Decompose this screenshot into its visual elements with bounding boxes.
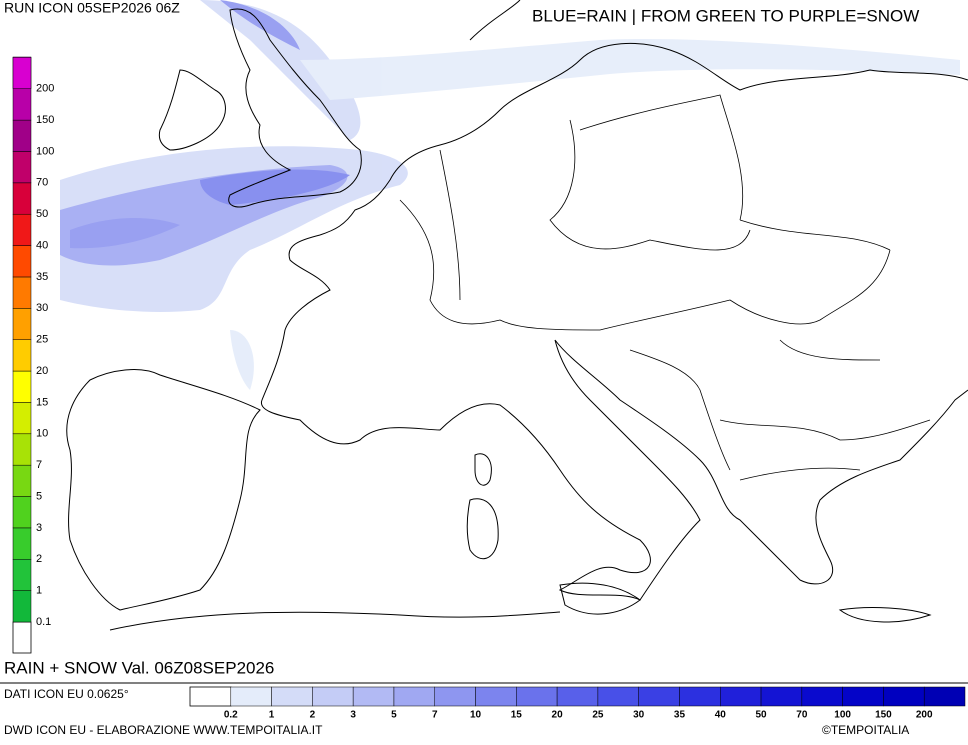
colorbar-box	[12, 339, 32, 372]
colorbar-label: 35	[36, 271, 48, 283]
colorbar-box	[12, 119, 32, 152]
colorbar-label: 150	[875, 710, 892, 721]
colorbar-box	[12, 527, 32, 560]
colorbar-label: 15	[36, 396, 48, 408]
colorbar-label: 50	[755, 710, 767, 721]
colorbar-label: 7	[432, 710, 438, 721]
colorbar-label: 10	[470, 710, 482, 721]
colorbar-label: 200	[916, 710, 933, 721]
colorbar-box	[720, 686, 762, 707]
colorbar-box	[475, 686, 517, 707]
colorbar-box	[923, 686, 966, 707]
colorbar-label: 30	[36, 302, 48, 314]
colorbar-label: 5	[36, 490, 42, 502]
colorbar-box	[556, 686, 599, 707]
colorbar-label: 150	[36, 114, 54, 126]
colorbar-label: 40	[36, 239, 48, 251]
colorbar-box	[679, 686, 721, 707]
colorbar-label: 0.2	[224, 710, 238, 721]
colorbar-box	[801, 686, 843, 707]
colorbar-label: 40	[715, 710, 727, 721]
colorbar-label: 15	[511, 710, 523, 721]
colorbar-box	[12, 308, 32, 340]
colorbar-label: 200	[36, 83, 54, 95]
colorbar-box	[352, 686, 395, 707]
credit-label: DWD ICON EU - ELABORAZIONE WWW.TEMPOITAL…	[4, 723, 323, 737]
coastlines	[66, 0, 968, 631]
map	[0, 0, 968, 683]
colorbar-label: 100	[834, 710, 851, 721]
colorbar-box	[12, 57, 32, 89]
colorbar-box	[12, 88, 32, 121]
colorbar-box	[12, 151, 32, 184]
colorbar-label: 0.1	[36, 616, 51, 628]
validity-label: RAIN + SNOW Val. 06Z08SEP2026	[4, 658, 274, 677]
colorbar-label: 70	[796, 710, 808, 721]
colorbar-box	[12, 370, 32, 403]
colorbar-label: 30	[633, 710, 645, 721]
colorbar-box	[12, 182, 32, 215]
copyright-label: ©TEMPOITALIA	[822, 723, 909, 737]
colorbar-box	[189, 686, 232, 707]
colorbar-box	[12, 433, 32, 466]
map-background	[0, 0, 968, 683]
precipitation	[60, 0, 960, 390]
colorbar-box	[516, 686, 558, 707]
colorbar-label: 70	[36, 177, 48, 189]
colorbar-box	[230, 686, 272, 707]
colorbar-label: 35	[674, 710, 686, 721]
colorbar-box	[434, 686, 476, 707]
borders	[399, 94, 931, 481]
colorbar-label: 1	[36, 585, 42, 597]
run-label: RUN ICON 05SEP2026 06Z	[4, 0, 180, 16]
colorbar-label: 2	[36, 553, 42, 565]
colorbar-box	[312, 686, 354, 707]
source-label: DATI ICON EU 0.0625°	[4, 687, 129, 701]
colorbar-label: 5	[391, 710, 397, 721]
colorbar-label: 1	[269, 710, 275, 721]
colorbar-label: 20	[36, 365, 48, 377]
colorbar-label: 20	[552, 710, 564, 721]
colorbar-label: 25	[36, 334, 48, 346]
colorbar-box	[597, 686, 639, 707]
colorbar-box	[638, 686, 680, 707]
colorbar-label: 10	[36, 428, 48, 440]
colorbar-label: 2	[310, 710, 316, 721]
colorbar-box	[12, 464, 32, 497]
colorbar-box	[12, 559, 32, 591]
colorbar-box	[760, 686, 803, 707]
colorbar-box	[12, 245, 32, 278]
colorbar-box	[842, 686, 884, 707]
colorbar-label: 25	[592, 710, 604, 721]
legend-note: BLUE=RAIN | FROM GREEN TO PURPLE=SNOW	[532, 6, 919, 25]
colorbar-box	[12, 402, 32, 435]
colorbar-box	[12, 276, 32, 309]
rain-colorbar: 0.2 1 2 3 5 7 10 15 20 25 30 35 40 50 70 100 150 200	[189, 686, 966, 721]
colorbar-box	[12, 621, 32, 654]
colorbar-box	[12, 590, 32, 623]
colorbar-label: 50	[36, 208, 48, 220]
colorbar-box	[883, 686, 925, 707]
colorbar-box	[393, 686, 435, 707]
colorbar-label: 100	[36, 145, 54, 157]
colorbar-label: 7	[36, 459, 42, 471]
colorbar-box	[12, 496, 32, 529]
colorbar-label: 3	[36, 522, 42, 534]
colorbar-label: 3	[350, 710, 356, 721]
colorbar-box	[12, 213, 32, 246]
colorbar-box	[271, 686, 313, 707]
